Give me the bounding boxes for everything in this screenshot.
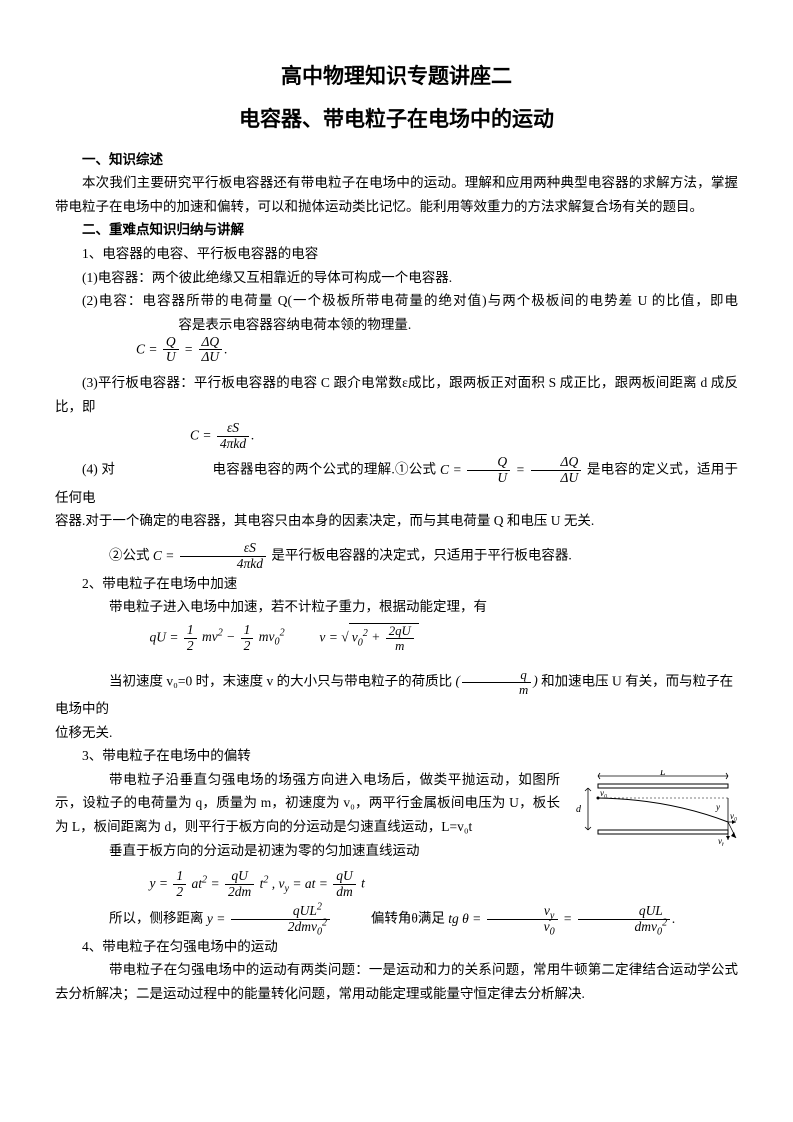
item-1-5-text-b: 是平行板电容器的决定式，只适用于平行板电容器. <box>271 548 571 563</box>
item-3-3-text-a: 所以，侧移距离 <box>109 911 204 926</box>
item-1-5-text-a: ②公式 <box>109 548 150 563</box>
item-2-2c: 位移无关. <box>55 721 738 745</box>
deflection-figure: L d v₀ y v₀ vᵧ <box>568 770 738 863</box>
item-3-3-text-b: 偏转角θ满足 <box>371 911 445 926</box>
item-2-2: 当初速度 v₀=0 时，末速度 v 的大小只与带电粒子的荷质比 (qm) 和加速… <box>55 668 738 721</box>
formula-work-energy: qU = 12 mv2 − 12 mv02 v = √v02 + 2qUm <box>150 623 739 654</box>
item-1-2-text-a: (2)电容：电容器所带的电荷量 Q(一个极板所带电荷量的绝对值)与两个极板间的电… <box>82 293 738 308</box>
item-3: 3、带电粒子在电场中的偏转 <box>55 744 738 768</box>
section-1-paragraph: 本次我们主要研究平行板电容器还有带电粒子在电场中的运动。理解和应用两种典型电容器… <box>55 171 738 218</box>
section-1-heading: 一、知识综述 <box>55 148 738 172</box>
item-1-1: (1)电容器：两个彼此绝缘又互相靠近的导体可构成一个电容器. <box>55 266 738 290</box>
item-3-3: 所以，侧移距离 y = qUL22dmv02 偏转角θ满足 tg θ = vyv… <box>55 904 738 935</box>
item-4: 4、带电粒子在匀强电场中的运动 <box>55 935 738 959</box>
formula-sidestep: y = qUL22dmv02 <box>207 911 336 926</box>
formula-tan-theta: tg θ = vyv0 = qULdmv02. <box>448 911 675 926</box>
svg-text:v₀: v₀ <box>600 788 607 798</box>
svg-text:v₀: v₀ <box>730 811 737 821</box>
page-title-2: 电容器、带电粒子在电场中的运动 <box>55 101 738 138</box>
item-1-2: (2)电容：电容器所带的电荷量 Q(一个极板所带电荷量的绝对值)与两个极板间的电… <box>55 289 738 336</box>
page-title-1: 高中物理知识专题讲座二 <box>55 58 738 95</box>
svg-text:L: L <box>659 770 666 778</box>
section-2-heading: 二、重难点知识归纳与讲解 <box>55 218 738 242</box>
svg-text:d: d <box>576 804 582 815</box>
formula-inline-def: C = QU = ΔQΔU <box>440 462 587 477</box>
item-1-4-text-a: (4) 对 <box>82 462 115 477</box>
item-2-1: 带电粒子进入电场中加速，若不计粒子重力，根据动能定理，有 <box>55 595 738 619</box>
formula-inline-pp: C = εS4πkd <box>153 548 272 563</box>
formula-qm-ratio: (qm) <box>455 673 537 688</box>
formula-y-vy: y = 12 at2 = qU2dm t2 , vy = at = qUdm t <box>150 869 739 900</box>
svg-text:y: y <box>715 802 720 812</box>
item-1-4d: 容器.对于一个确定的电容器，其电容只由本身的因素决定，而与其电荷量 Q 和电压 … <box>55 509 738 533</box>
item-1-5: ②公式 C = εS4πkd 是平行板电容器的决定式，只适用于平行板电容器. <box>55 541 738 572</box>
svg-text:vᵧ: vᵧ <box>718 836 724 846</box>
item-2: 2、带电粒子在电场中加速 <box>55 572 738 596</box>
formula-capacitance-def: C = QU = ΔQΔU. <box>136 335 738 366</box>
item-1-2-text-b: 容是表示电容器容纳电荷本领的物理量. <box>178 317 411 332</box>
formula-parallel-plate: C = εS4πkd. <box>190 421 738 452</box>
item-1-4: (4) 对 电容器电容的两个公式的理解.①公式 C = QU = ΔQΔU 是电… <box>55 455 738 509</box>
item-1: 1、电容器的电容、平行板电容器的电容 <box>55 242 738 266</box>
item-2-2-text-a: 当初速度 v₀=0 时，末速度 v 的大小只与带电粒子的荷质比 <box>109 673 452 688</box>
item-4-1: 带电粒子在匀强电场中的运动有两类问题：一是运动和力的关系问题，常用牛顿第二定律结… <box>55 958 738 1005</box>
item-1-4-text-b: 电容器电容的两个公式的理解.①公式 <box>212 462 436 477</box>
item-1-3: (3)平行板电容器：平行板电容器的电容 C 跟介电常数ε成比，跟两板正对面积 S… <box>55 371 738 418</box>
